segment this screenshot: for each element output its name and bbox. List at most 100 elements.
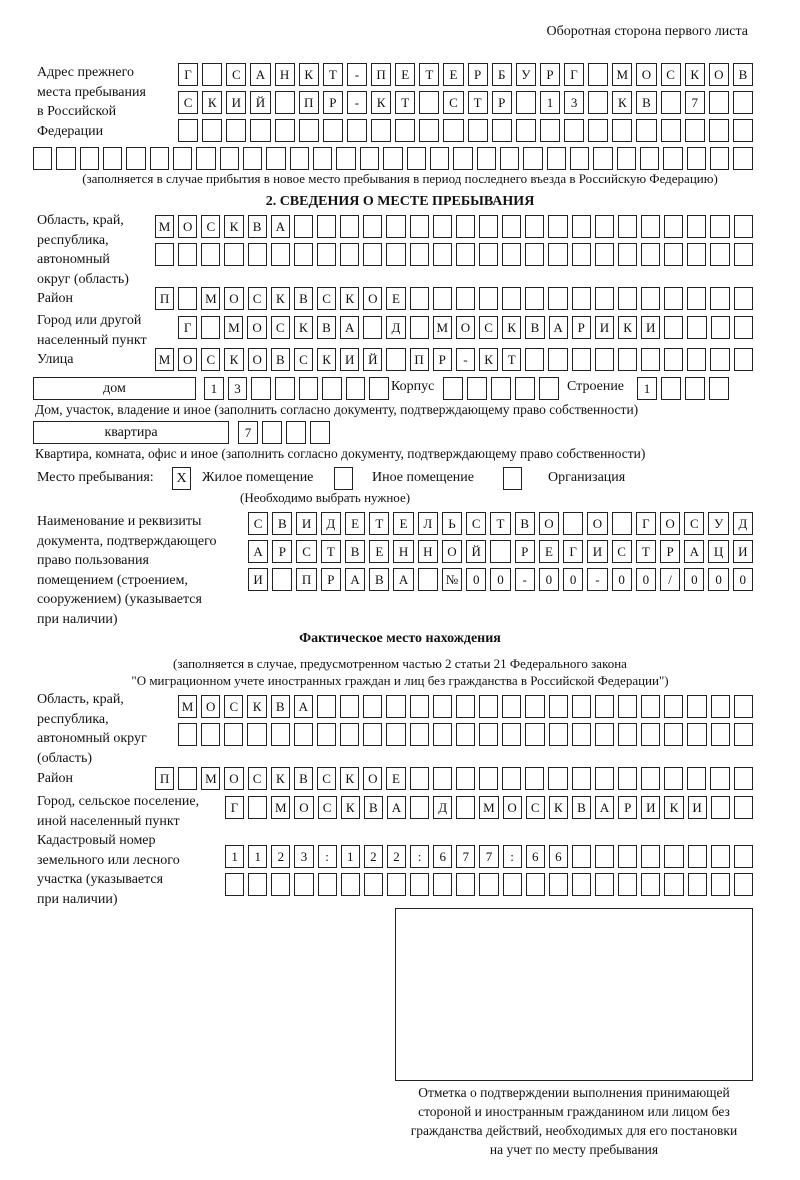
- char-cell[interactable]: [371, 119, 392, 142]
- char-cell[interactable]: [274, 91, 295, 114]
- char-cell[interactable]: О: [201, 695, 221, 718]
- char-cell[interactable]: №: [441, 568, 463, 591]
- char-cell[interactable]: [383, 147, 403, 170]
- char-cell[interactable]: 1: [225, 845, 245, 868]
- char-cell[interactable]: [709, 377, 729, 400]
- char-cell[interactable]: [248, 873, 268, 896]
- char-cell[interactable]: [410, 796, 430, 819]
- char-cell[interactable]: К: [684, 63, 705, 86]
- char-cell[interactable]: [417, 568, 438, 591]
- char-cell[interactable]: Е: [344, 512, 366, 535]
- char-cell[interactable]: [317, 873, 337, 896]
- char-cell[interactable]: [247, 723, 267, 746]
- char-cell[interactable]: Т: [502, 348, 522, 371]
- char-cell[interactable]: [419, 119, 440, 142]
- char-cell[interactable]: Т: [490, 512, 511, 535]
- char-cell[interactable]: Т: [320, 540, 341, 563]
- char-cell[interactable]: -: [346, 91, 367, 114]
- char-cell[interactable]: А: [293, 695, 313, 718]
- char-cell[interactable]: [710, 316, 730, 339]
- char-cell[interactable]: [569, 147, 590, 170]
- char-cell[interactable]: [266, 147, 286, 170]
- char-cell[interactable]: Д: [386, 316, 406, 339]
- char-cell[interactable]: С: [611, 540, 632, 563]
- char-cell[interactable]: [432, 723, 452, 746]
- char-cell[interactable]: О: [708, 63, 729, 86]
- char-cell[interactable]: [571, 243, 591, 266]
- char-cell[interactable]: [685, 377, 705, 400]
- char-cell[interactable]: 3: [294, 845, 314, 868]
- char-cell[interactable]: К: [298, 63, 319, 86]
- char-cell[interactable]: [687, 873, 707, 896]
- char-cell[interactable]: [733, 215, 753, 238]
- char-cell[interactable]: К: [224, 348, 244, 371]
- char-cell[interactable]: [298, 377, 319, 400]
- char-cell[interactable]: [359, 147, 380, 170]
- char-cell[interactable]: Е: [393, 512, 414, 535]
- char-cell[interactable]: [687, 723, 707, 746]
- char-cell[interactable]: [687, 316, 707, 339]
- char-cell[interactable]: 7: [238, 421, 258, 444]
- char-cell[interactable]: [571, 845, 591, 868]
- char-cell[interactable]: [617, 723, 638, 746]
- char-cell[interactable]: [710, 723, 730, 746]
- char-cell[interactable]: М: [432, 316, 452, 339]
- char-cell[interactable]: [432, 287, 452, 310]
- char-cell[interactable]: [502, 723, 522, 746]
- char-cell[interactable]: [594, 723, 614, 746]
- char-cell[interactable]: 1: [204, 377, 224, 400]
- char-cell[interactable]: Т: [635, 540, 656, 563]
- char-cell[interactable]: [733, 873, 753, 896]
- char-cell[interactable]: [593, 147, 613, 170]
- char-cell[interactable]: О: [538, 512, 560, 535]
- char-cell[interactable]: [298, 119, 319, 142]
- char-cell[interactable]: [684, 119, 705, 142]
- char-cell[interactable]: [336, 147, 356, 170]
- char-cell[interactable]: [687, 845, 707, 868]
- char-cell[interactable]: [409, 316, 429, 339]
- char-cell[interactable]: [225, 873, 245, 896]
- char-cell[interactable]: [525, 695, 545, 718]
- char-cell[interactable]: 0: [563, 568, 584, 591]
- char-cell[interactable]: О: [224, 287, 244, 310]
- char-cell[interactable]: В: [636, 91, 657, 114]
- previous-address-row-3[interactable]: [178, 119, 753, 142]
- char-cell[interactable]: [548, 287, 568, 310]
- char-cell[interactable]: Й: [250, 91, 271, 114]
- char-cell[interactable]: [491, 377, 511, 400]
- char-cell[interactable]: [219, 147, 240, 170]
- char-cell[interactable]: [251, 377, 271, 400]
- char-cell[interactable]: [316, 723, 337, 746]
- char-cell[interactable]: [594, 215, 614, 238]
- char-cell[interactable]: [490, 540, 511, 563]
- char-cell[interactable]: [286, 421, 306, 444]
- char-cell[interactable]: [660, 91, 681, 114]
- char-cell[interactable]: О: [294, 796, 314, 819]
- char-cell[interactable]: [293, 723, 313, 746]
- char-cell[interactable]: Д: [320, 512, 341, 535]
- char-cell[interactable]: О: [455, 316, 476, 339]
- char-cell[interactable]: [617, 767, 637, 790]
- char-cell[interactable]: [178, 287, 198, 310]
- char-cell[interactable]: [548, 873, 568, 896]
- char-cell[interactable]: Т: [419, 63, 440, 86]
- char-cell[interactable]: М: [201, 287, 221, 310]
- char-cell[interactable]: [709, 147, 730, 170]
- char-cell[interactable]: [733, 695, 753, 718]
- char-cell[interactable]: 1: [248, 845, 268, 868]
- char-cell[interactable]: К: [371, 91, 392, 114]
- char-cell[interactable]: [456, 796, 476, 819]
- char-cell[interactable]: А: [595, 796, 615, 819]
- char-cell[interactable]: [395, 119, 416, 142]
- char-cell[interactable]: [294, 873, 314, 896]
- char-cell[interactable]: [313, 147, 333, 170]
- char-cell[interactable]: [346, 119, 367, 142]
- char-cell[interactable]: Й: [363, 348, 383, 371]
- char-cell[interactable]: А: [393, 568, 414, 591]
- char-cell[interactable]: С: [660, 63, 681, 86]
